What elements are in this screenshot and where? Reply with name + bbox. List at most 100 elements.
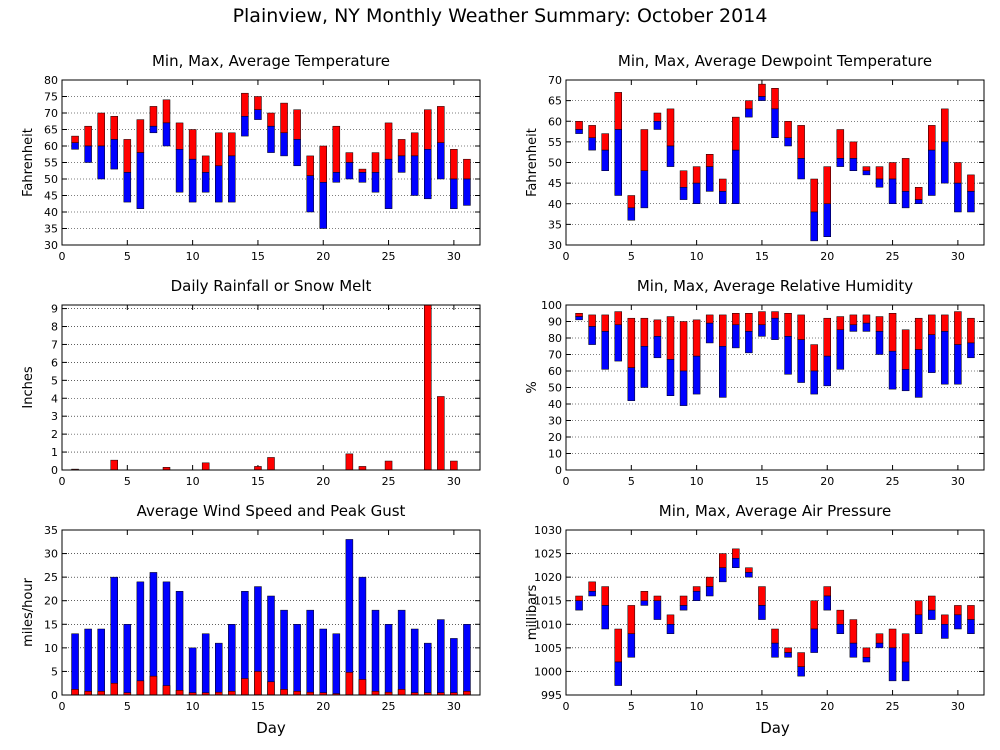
humidity-bar-upper <box>588 314 596 327</box>
dewpoint-bar-lower <box>823 203 831 237</box>
pressure-bar-lower <box>810 628 818 653</box>
humidity-bar-lower <box>627 367 636 401</box>
temperature-ytick-label: 50 <box>44 173 58 186</box>
pressure-bar-lower <box>745 572 753 578</box>
pressure-bar-upper <box>719 553 727 568</box>
rainfall-bar <box>437 396 445 471</box>
humidity-xtick-label: 15 <box>755 475 769 488</box>
temperature-bar-upper <box>293 109 301 140</box>
temperature-bar-upper <box>371 152 380 173</box>
pressure-xtick-label: 0 <box>563 700 570 713</box>
pressure-ytick-label: 1000 <box>534 665 562 678</box>
pressure-plot-frame <box>565 529 985 696</box>
dewpoint-bar-upper <box>705 154 714 167</box>
dewpoint-ytick-label: 65 <box>548 95 562 108</box>
dewpoint-bar-upper <box>771 88 779 110</box>
temperature-bar-lower <box>201 172 210 193</box>
temperature-bar-lower <box>175 149 184 193</box>
temperature-bar-lower <box>149 125 158 134</box>
pressure-bar-lower <box>888 647 897 682</box>
humidity-bar-upper <box>914 317 923 350</box>
wind-ytick-label: 5 <box>51 665 58 678</box>
pressure-bar-lower <box>967 619 975 634</box>
dewpoint-plot-frame <box>565 79 985 246</box>
humidity-ytick-label: 80 <box>548 332 562 345</box>
temperature-xtick-label: 15 <box>251 250 265 263</box>
wind-xtick-label: 30 <box>447 700 461 713</box>
pressure-title: Min, Max, Average Air Pressure <box>659 502 891 520</box>
wind-bar-avg <box>267 681 275 696</box>
humidity-bar-lower <box>771 317 779 340</box>
wind-ylabel: miles/hour <box>21 577 36 646</box>
temperature-bar-lower <box>71 142 79 150</box>
temperature-bar-upper <box>241 92 249 117</box>
temperature-bar-upper <box>306 155 314 176</box>
temperature-bar-lower <box>254 109 262 120</box>
wind-bar-gust <box>319 628 327 696</box>
humidity-bar-upper <box>705 314 714 324</box>
humidity-bar-upper <box>797 314 805 340</box>
dewpoint-bar-lower <box>810 211 818 242</box>
wind-ytick-label: 30 <box>44 548 58 561</box>
temperature-bar-lower <box>319 182 327 229</box>
temperature-bar-upper <box>384 122 393 160</box>
dewpoint-bar-lower <box>732 149 740 204</box>
wind-bar-gust <box>424 642 432 696</box>
humidity-bar-upper <box>810 344 818 372</box>
pressure-bar-upper <box>588 581 596 592</box>
wind-bar-gust <box>71 633 79 696</box>
dewpoint-xtick-label: 25 <box>886 250 900 263</box>
humidity-bar-upper <box>575 313 583 317</box>
temperature-ytick-label: 60 <box>44 140 58 153</box>
temperature-bar-upper <box>450 149 458 180</box>
humidity-bar-lower <box>967 342 975 359</box>
dewpoint-bar-lower <box>705 166 714 192</box>
humidity-ytick-label: 90 <box>548 316 562 329</box>
rainfall-plot-frame <box>61 304 481 471</box>
wind-bar-gust <box>450 638 458 696</box>
dewpoint-bar-upper <box>784 121 792 138</box>
dewpoint-bar-lower <box>914 199 923 204</box>
pressure-bar-upper <box>888 628 897 649</box>
dewpoint-bar-upper <box>836 129 845 159</box>
wind-bar-avg <box>293 690 301 696</box>
humidity-ytick-label: 100 <box>541 299 562 312</box>
dewpoint-bar-upper <box>719 178 727 192</box>
dewpoint-bar-lower <box>875 178 884 188</box>
dewpoint-bar-lower <box>836 158 845 167</box>
wind-bar-gust <box>97 628 105 696</box>
dewpoint-ylabel: Fahrenheit <box>525 128 540 197</box>
rainfall-xtick-label: 15 <box>251 475 265 488</box>
humidity-bar-lower <box>588 326 596 345</box>
rainfall-bar <box>450 460 458 471</box>
dewpoint-bar-lower <box>967 191 975 213</box>
dewpoint-bar-upper <box>967 174 975 192</box>
humidity-bar-lower <box>679 370 688 406</box>
humidity-bar-upper <box>640 317 649 347</box>
temperature-bar-lower <box>280 132 288 157</box>
humidity-bar-upper <box>653 319 662 337</box>
pressure-bar-upper <box>810 600 818 630</box>
wind-bar-avg <box>345 672 354 696</box>
temperature-bar-upper <box>228 132 236 157</box>
temperature-plot-frame <box>61 79 481 246</box>
temperature-bar-lower <box>228 155 236 203</box>
temperature-ytick-label: 65 <box>44 124 58 137</box>
pressure-bar-lower <box>640 600 649 606</box>
temperature-bar-lower <box>293 139 301 167</box>
pressure-bar-lower <box>771 642 779 658</box>
temperature-bar-upper <box>123 139 132 173</box>
wind-bar-avg <box>136 680 145 696</box>
temperature-bar-lower <box>84 145 92 163</box>
rainfall-xtick-label: 25 <box>382 475 396 488</box>
dewpoint-bar-lower <box>653 121 662 130</box>
wind-bar-gust <box>463 624 471 696</box>
pressure-xtick-label: 5 <box>628 700 635 713</box>
pressure-xlabel: Day <box>760 719 790 737</box>
dewpoint-bar-upper <box>745 100 753 110</box>
temperature-ylabel: Fahrenheit <box>21 128 36 197</box>
humidity-bar-lower <box>653 336 662 359</box>
pressure-bar-upper <box>640 591 649 601</box>
humidity-bar-lower <box>914 349 923 398</box>
temperature-ytick-label: 80 <box>44 74 58 87</box>
